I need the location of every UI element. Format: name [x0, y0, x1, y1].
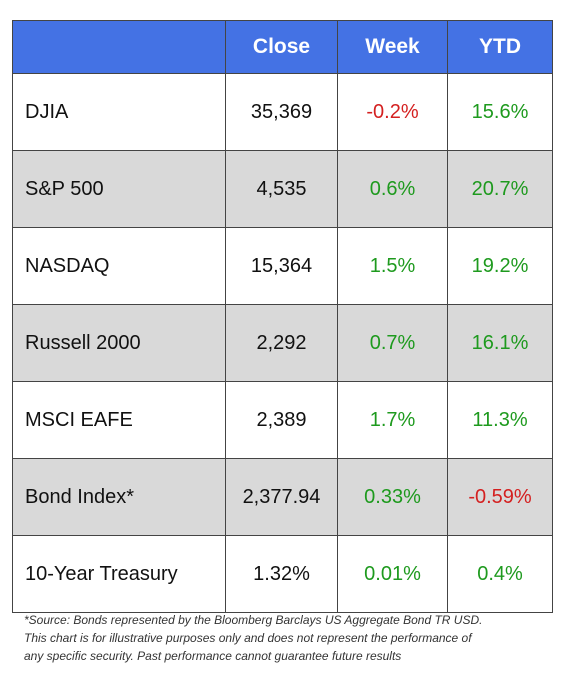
row-name: Bond Index*	[12, 458, 226, 536]
table-row: NASDAQ 15,364 1.5% 19.2%	[12, 227, 553, 305]
table-row: 10-Year Treasury 1.32% 0.01% 0.4%	[12, 535, 553, 613]
row-ytd: -0.59%	[447, 458, 553, 536]
source-footnote: *Source: Bonds represented by the Bloomb…	[24, 611, 554, 665]
header-week: Week	[337, 20, 448, 74]
row-week: 1.7%	[337, 381, 448, 459]
row-close: 4,535	[225, 150, 338, 228]
row-ytd: 19.2%	[447, 227, 553, 305]
header-close: Close	[225, 20, 338, 74]
row-close: 2,377.94	[225, 458, 338, 536]
footnote-line: *Source: Bonds represented by the Bloomb…	[24, 613, 483, 627]
header-row: Close Week YTD	[12, 20, 553, 74]
row-close: 35,369	[225, 73, 338, 151]
header-ytd: YTD	[447, 20, 553, 74]
table-row: S&P 500 4,535 0.6% 20.7%	[12, 150, 553, 228]
table-row: DJIA 35,369 -0.2% 15.6%	[12, 73, 553, 151]
row-close: 1.32%	[225, 535, 338, 613]
row-week: -0.2%	[337, 73, 448, 151]
row-week: 0.6%	[337, 150, 448, 228]
row-ytd: 20.7%	[447, 150, 553, 228]
footnote-line: This chart is for illustrative purposes …	[24, 631, 472, 645]
market-performance-table-container: Close Week YTD DJIA 35,369 -0.2% 15.6% S…	[12, 20, 553, 613]
row-close: 2,292	[225, 304, 338, 382]
row-week: 0.7%	[337, 304, 448, 382]
row-ytd: 0.4%	[447, 535, 553, 613]
row-week: 0.33%	[337, 458, 448, 536]
market-performance-table: Close Week YTD DJIA 35,369 -0.2% 15.6% S…	[12, 20, 553, 613]
row-ytd: 15.6%	[447, 73, 553, 151]
row-name: DJIA	[12, 73, 226, 151]
table-row: Bond Index* 2,377.94 0.33% -0.59%	[12, 458, 553, 536]
row-close: 2,389	[225, 381, 338, 459]
header-corner-cell	[12, 20, 226, 74]
table-row: Russell 2000 2,292 0.7% 16.1%	[12, 304, 553, 382]
row-name: NASDAQ	[12, 227, 226, 305]
row-week: 0.01%	[337, 535, 448, 613]
row-name: MSCI EAFE	[12, 381, 226, 459]
footnote-line: any specific security. Past performance …	[24, 649, 402, 663]
row-name: Russell 2000	[12, 304, 226, 382]
row-name: S&P 500	[12, 150, 226, 228]
row-name: 10-Year Treasury	[12, 535, 226, 613]
row-week: 1.5%	[337, 227, 448, 305]
row-close: 15,364	[225, 227, 338, 305]
row-ytd: 16.1%	[447, 304, 553, 382]
row-ytd: 11.3%	[447, 381, 553, 459]
table-row: MSCI EAFE 2,389 1.7% 11.3%	[12, 381, 553, 459]
